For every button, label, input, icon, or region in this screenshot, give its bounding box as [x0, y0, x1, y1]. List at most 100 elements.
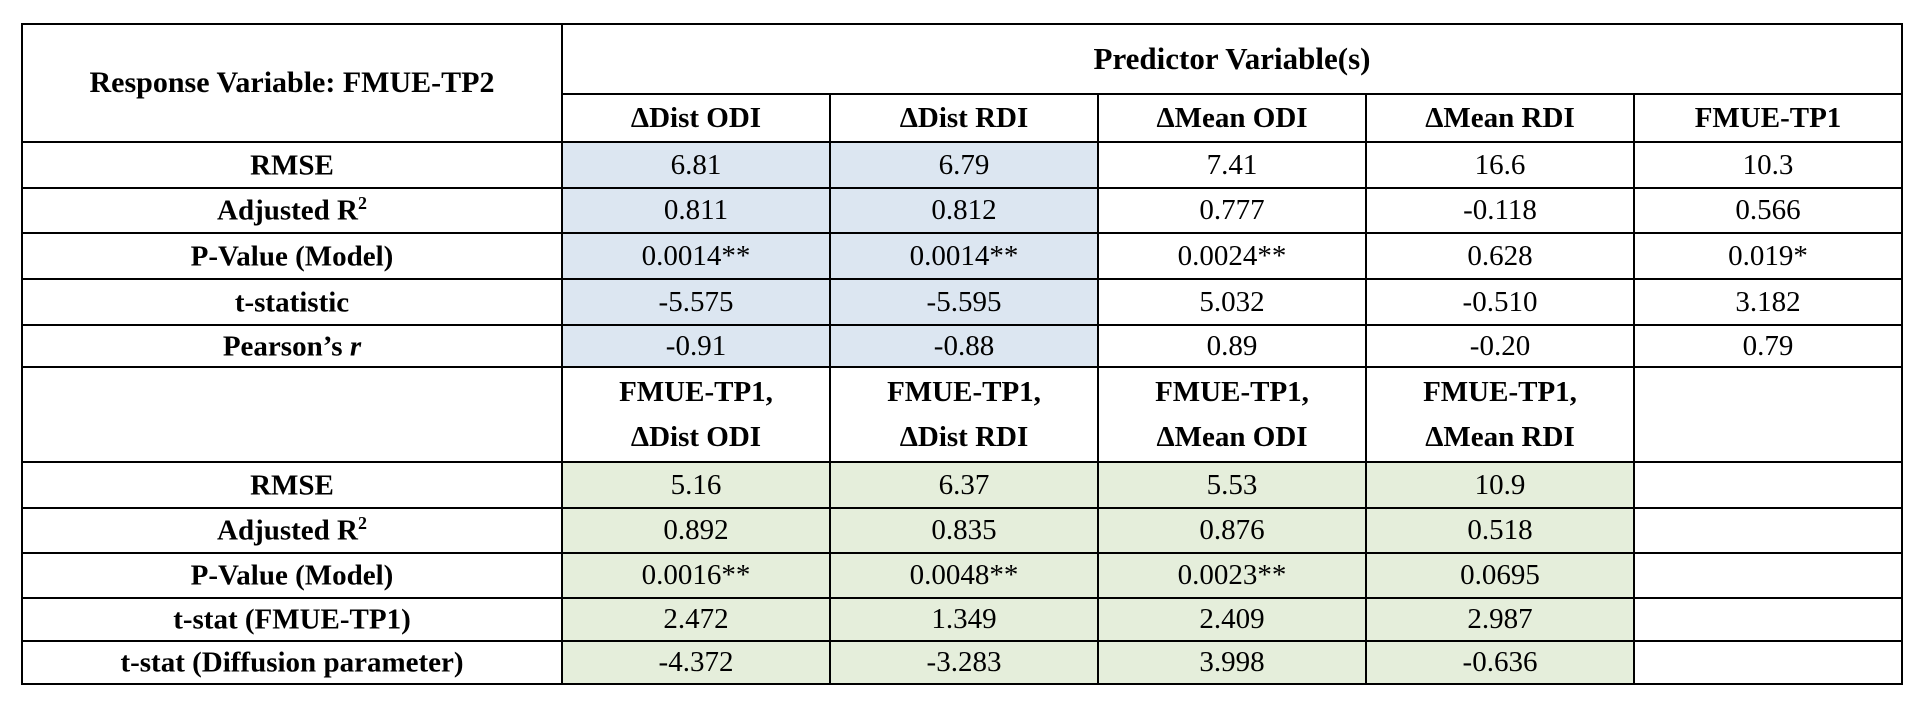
column-header: ΔDist ODI [561, 93, 831, 143]
table-row: t-stat (Diffusion parameter) -4.372 -3.2… [21, 640, 1903, 685]
row-label-text: RMSE [250, 149, 334, 182]
empty-region [1633, 597, 1903, 642]
value-cell: 2.987 [1365, 597, 1635, 642]
value-cell: 1.349 [829, 597, 1099, 642]
value-cell: 6.79 [829, 141, 1099, 189]
table-row: Pearson’s r -0.91 -0.88 0.89 -0.20 0.79 [21, 324, 1903, 368]
value-cell: 2.472 [561, 597, 831, 642]
response-variable-cell: Response Variable: FMUE-TP2 [21, 23, 563, 143]
empty-region [1633, 640, 1903, 685]
row-label: RMSE [21, 141, 563, 189]
value-cell: 0.566 [1633, 187, 1903, 234]
column-header: FMUE-TP1 [1633, 93, 1903, 143]
column-header-multivariate: FMUE-TP1, ΔDist RDI [829, 366, 1099, 463]
empty-region [1633, 507, 1903, 554]
row-label-text: t-stat (Diffusion parameter) [120, 646, 464, 679]
value-cell: 2.409 [1097, 597, 1367, 642]
column-header-line1: FMUE-TP1, [1155, 375, 1309, 408]
value-cell: 3.998 [1097, 640, 1367, 685]
value-cell: 10.9 [1365, 461, 1635, 509]
row-label-text: P-Value (Model) [190, 559, 394, 592]
column-header-line1: FMUE-TP1, [1423, 375, 1577, 408]
value-cell: 7.41 [1097, 141, 1367, 189]
value-cell: -0.88 [829, 324, 1099, 368]
empty-region [1633, 461, 1903, 509]
value-cell: 0.0016** [561, 552, 831, 599]
column-header-multivariate: FMUE-TP1, ΔMean ODI [1097, 366, 1367, 463]
column-header-multivariate: FMUE-TP1, ΔDist ODI [561, 366, 831, 463]
row-label: Adjusted R2 [21, 507, 563, 554]
column-header-line1: FMUE-TP1, [619, 375, 773, 408]
value-cell: 0.019* [1633, 232, 1903, 280]
row-label: t-statistic [21, 278, 563, 326]
value-cell: 0.79 [1633, 324, 1903, 368]
value-cell: 6.37 [829, 461, 1099, 509]
value-cell: 0.876 [1097, 507, 1367, 554]
row-label: t-stat (FMUE-TP1) [21, 597, 563, 642]
value-cell: 0.892 [561, 507, 831, 554]
table-row: t-stat (FMUE-TP1) 2.472 1.349 2.409 2.98… [21, 597, 1903, 642]
value-cell: 0.835 [829, 507, 1099, 554]
value-cell: -0.636 [1365, 640, 1635, 685]
table-row: RMSE 5.16 6.37 5.53 10.9 [21, 461, 1903, 509]
table-row: Adjusted R2 0.892 0.835 0.876 0.518 [21, 507, 1903, 554]
row-label-sup: 2 [358, 513, 367, 534]
value-cell: 0.0014** [561, 232, 831, 280]
table-row: Adjusted R2 0.811 0.812 0.777 -0.118 0.5… [21, 187, 1903, 234]
value-cell: -5.595 [829, 278, 1099, 326]
value-cell: -4.372 [561, 640, 831, 685]
empty-region [1633, 366, 1903, 463]
column-header-line2: ΔDist ODI [630, 420, 762, 453]
value-cell: 0.628 [1365, 232, 1635, 280]
value-cell: -0.510 [1365, 278, 1635, 326]
row-label-text: Adjusted R [217, 514, 358, 547]
table-row: Response Variable: FMUE-TP2 Predictor Va… [21, 23, 1903, 143]
value-cell: -0.20 [1365, 324, 1635, 368]
column-header-multivariate: FMUE-TP1, ΔMean RDI [1365, 366, 1635, 463]
value-cell: 0.812 [829, 187, 1099, 234]
column-header-line2: ΔMean ODI [1156, 420, 1308, 453]
value-cell: 5.032 [1097, 278, 1367, 326]
regression-results-table: Response Variable: FMUE-TP2 Predictor Va… [21, 23, 1903, 685]
value-cell: -0.118 [1365, 187, 1635, 234]
row-label: P-Value (Model) [21, 552, 563, 599]
value-cell: 5.53 [1097, 461, 1367, 509]
column-header: ΔDist RDI [829, 93, 1099, 143]
value-cell: 0.0023** [1097, 552, 1367, 599]
table-row: ΔDist ODI ΔDist RDI ΔMean ODI ΔMean RDI … [22, 93, 1903, 143]
row-label: Adjusted R2 [21, 187, 563, 234]
value-cell: 3.182 [1633, 278, 1903, 326]
value-cell: 6.81 [561, 141, 831, 189]
column-header: ΔMean ODI [1097, 93, 1367, 143]
value-cell: 0.0695 [1365, 552, 1635, 599]
value-cell: 0.518 [1365, 507, 1635, 554]
table-row: P-Value (Model) 0.0014** 0.0014** 0.0024… [21, 232, 1903, 280]
empty-label-cell [21, 366, 563, 463]
row-label-text: t-statistic [234, 286, 350, 319]
value-cell: 0.0014** [829, 232, 1099, 280]
row-label-text: Adjusted R [217, 194, 358, 227]
table-row: RMSE 6.81 6.79 7.41 16.6 10.3 [21, 141, 1903, 189]
table-row: P-Value (Model) 0.0016** 0.0048** 0.0023… [21, 552, 1903, 599]
row-label: Pearson’s r [21, 324, 563, 368]
row-label-text: P-Value (Model) [190, 240, 394, 273]
empty-region [1633, 552, 1903, 599]
value-cell: 0.89 [1097, 324, 1367, 368]
column-header: ΔMean RDI [1365, 93, 1635, 143]
row-label: P-Value (Model) [21, 232, 563, 280]
value-cell: -3.283 [829, 640, 1099, 685]
value-cell: -5.575 [561, 278, 831, 326]
value-cell: 5.16 [561, 461, 831, 509]
value-cell: -0.91 [561, 324, 831, 368]
row-label-sup: 2 [358, 193, 367, 214]
value-cell: 0.0024** [1097, 232, 1367, 280]
predictor-header-cell: Predictor Variable(s) [561, 23, 1903, 95]
table-row: t-statistic -5.575 -5.595 5.032 -0.510 3… [21, 278, 1903, 326]
value-cell: 16.6 [1365, 141, 1635, 189]
row-label: t-stat (Diffusion parameter) [21, 640, 563, 685]
value-cell: 0.0048** [829, 552, 1099, 599]
row-label-text: Pearson’s [222, 330, 350, 363]
value-cell: 0.777 [1097, 187, 1367, 234]
column-header-line1: FMUE-TP1, [887, 375, 1041, 408]
